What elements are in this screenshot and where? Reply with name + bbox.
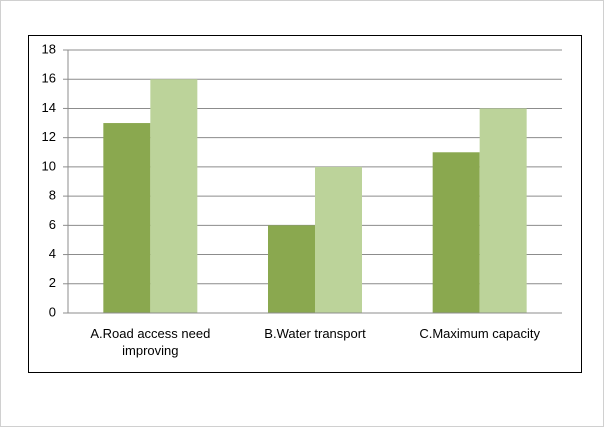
bar <box>150 79 198 313</box>
y-tick-label: 14 <box>42 100 56 115</box>
y-tick-label: 16 <box>42 71 56 86</box>
y-tick-label: 10 <box>42 158 56 173</box>
y-tick-label: 2 <box>49 275 56 290</box>
y-tick-label: 12 <box>42 129 56 144</box>
bar <box>479 108 527 313</box>
y-tick-label: 8 <box>49 188 56 203</box>
bar <box>103 123 151 313</box>
y-tick-label: 18 <box>42 41 56 56</box>
x-tick-label: B.Water transport <box>264 326 366 341</box>
y-tick-label: 6 <box>49 217 56 232</box>
bar <box>315 166 362 313</box>
y-tick-label: 4 <box>49 246 56 261</box>
chart-frame <box>28 35 582 373</box>
x-tick-label: A.Road access need improving <box>90 326 211 358</box>
bar <box>268 225 315 313</box>
y-tick-label: 0 <box>49 304 56 319</box>
bar <box>432 152 480 313</box>
x-tick-label: C.Maximum capacity <box>419 326 540 341</box>
